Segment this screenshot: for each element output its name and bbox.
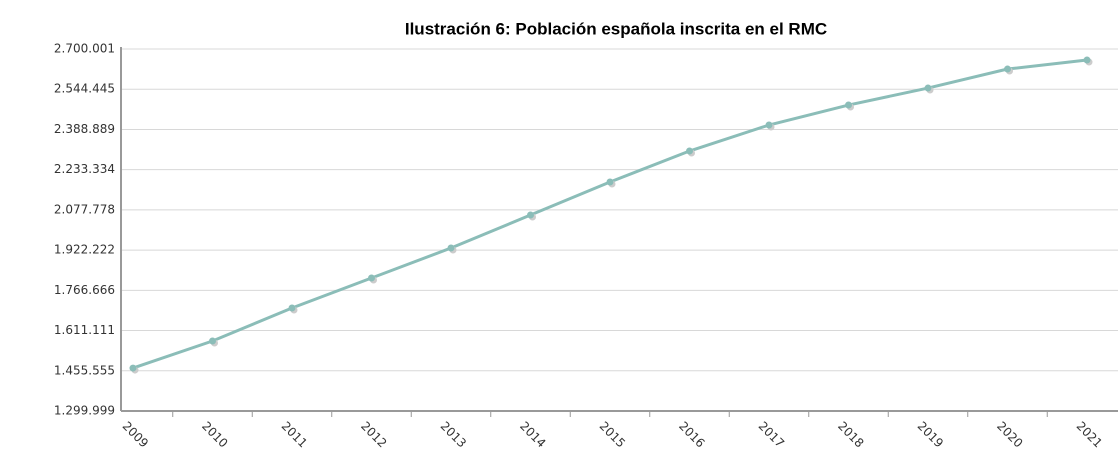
point [288,304,296,312]
x-tick-label: 2012 [358,419,389,450]
y-tick-label: 2.077.778 [54,202,115,216]
y-tick-label: 2.388.889 [54,122,115,136]
x-tick-label: 2013 [438,419,469,450]
y-tick-label: 1.922.222 [54,243,115,257]
x-tick-label: 2017 [756,419,787,450]
x-tick-label: 2018 [835,419,866,450]
point [686,147,693,155]
point [368,274,375,282]
point [209,337,216,345]
point [765,121,773,129]
point [129,364,137,372]
x-tick-label: 2014 [517,419,548,450]
y-tick-label: 1.455.555 [54,363,115,377]
y-tick-label: 1.299.999 [54,404,115,418]
y-tick-label: 2.544.445 [54,82,115,96]
x-tick-label: 2009 [120,419,151,450]
chart-title: Ilustración 6: Población española inscri… [405,19,827,38]
point [527,211,534,219]
line-series [132,58,1088,370]
point [1083,56,1091,64]
y-tick-label: 2.700.001 [54,42,115,56]
x-tick-label: 2019 [915,419,946,450]
x-tick-label: 2016 [676,419,707,450]
y-tick-label: 2.233.334 [54,162,115,176]
x-tick-label: 2021 [1074,419,1105,450]
x-tick-label: 2010 [199,419,230,450]
x-tick-label: 2011 [279,419,310,450]
point [1004,65,1011,73]
x-tick-label: 2015 [597,419,628,450]
y-tick-label: 1.766.666 [54,283,115,297]
point [447,244,455,252]
x-tick-label: 2020 [994,419,1025,450]
point [845,101,852,109]
point [924,84,932,92]
point [606,178,614,186]
y-tick-label: 1.611.111 [54,323,115,337]
